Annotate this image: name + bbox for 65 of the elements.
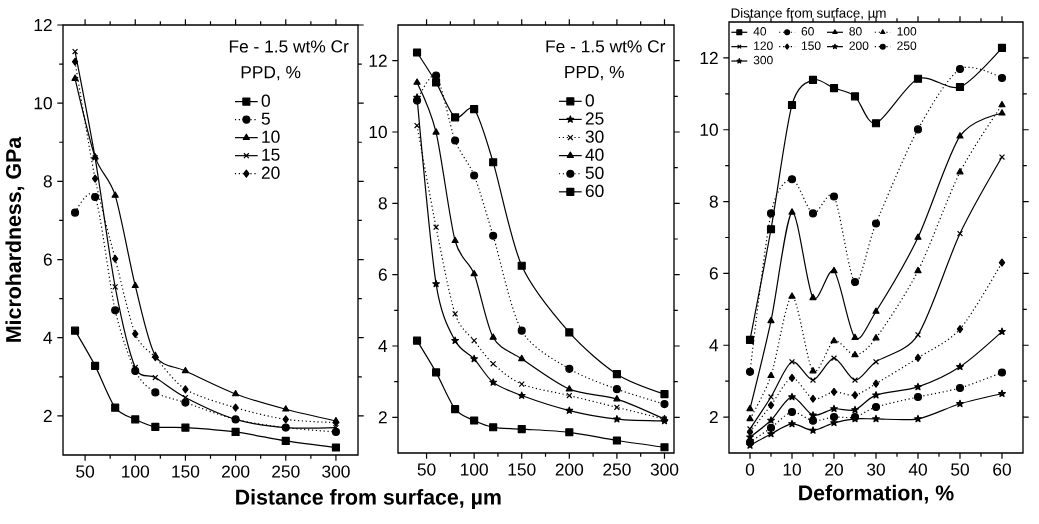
x-tick-label: 40 <box>908 463 927 476</box>
y-tick-label: 8 <box>709 195 718 208</box>
x-tick-label: 300 <box>650 463 679 476</box>
legend-label: 40 <box>585 148 604 161</box>
x-tick-label: 50 <box>417 463 436 476</box>
y-tick-label: 4 <box>378 340 388 352</box>
y-tick-label: 8 <box>43 175 52 188</box>
legend-label: 60 <box>585 184 604 198</box>
legend-label: 120 <box>754 41 773 50</box>
x-tick-label: 50 <box>951 463 969 476</box>
y-tick-label: 10 <box>34 97 52 110</box>
legend-label: 20 <box>261 166 280 179</box>
y-tick-label: 10 <box>369 125 387 139</box>
legend-label: 40 <box>753 27 767 36</box>
y-tick-label: 6 <box>43 253 52 266</box>
x-axis-title: Distance from surface, µm <box>236 489 501 509</box>
x-axis-title: Deformation, % <box>799 484 954 504</box>
y-tick-label: 4 <box>709 339 719 352</box>
x-tick-label: 50 <box>76 465 95 478</box>
legend-title: PPD, % <box>565 65 624 81</box>
legend-label: 60 <box>801 27 814 36</box>
y-tick-label: 8 <box>378 197 387 210</box>
legend-title: PPD, % <box>241 66 301 81</box>
x-tick-label: 20 <box>825 463 843 476</box>
y-tick-label: 2 <box>43 409 52 422</box>
legend-label: 25 <box>585 112 604 125</box>
y-tick-label: 12 <box>34 18 52 32</box>
legend-label: 50 <box>585 166 604 179</box>
legend-label: 30 <box>585 130 604 143</box>
legend-label: 5 <box>261 112 270 125</box>
legend-label: 10 <box>262 130 280 143</box>
annotation: Fe - 1.5 wt% Cr <box>229 40 349 53</box>
x-tick-label: 200 <box>555 463 584 476</box>
legend-title: Distance from surface, µm <box>731 7 886 21</box>
x-tick-label: 200 <box>222 465 250 478</box>
y-tick-label: 12 <box>369 54 387 67</box>
x-tick-label: 0 <box>745 463 755 476</box>
legend-label: 100 <box>897 27 917 36</box>
x-tick-label: 30 <box>867 463 885 476</box>
y-axis-title: Microhardness, GPa <box>5 136 25 342</box>
legend-label: 15 <box>262 148 280 161</box>
y-tick-label: 4 <box>43 331 53 344</box>
y-tick-label: 2 <box>709 411 718 424</box>
y-tick-label: 6 <box>709 267 718 280</box>
y-tick-label: 12 <box>700 51 718 64</box>
legend-label: 150 <box>801 41 821 50</box>
x-tick-label: 300 <box>322 465 350 478</box>
legend-label: 200 <box>849 41 869 50</box>
x-tick-label: 150 <box>172 465 200 478</box>
legend-label: 0 <box>261 94 270 107</box>
x-tick-label: 100 <box>122 465 150 478</box>
legend-label: 250 <box>897 41 917 50</box>
x-tick-label: 60 <box>993 463 1011 476</box>
legend-label: 300 <box>753 55 773 65</box>
x-tick-label: 150 <box>508 463 536 476</box>
legend-label: 80 <box>849 27 862 36</box>
y-tick-label: 6 <box>378 268 387 281</box>
y-tick-label: 10 <box>700 123 718 136</box>
legend-label: 0 <box>585 94 594 107</box>
x-tick-label: 250 <box>603 463 631 476</box>
annotation: Fe - 1.5 wt% Cr <box>546 40 666 53</box>
x-tick-label: 100 <box>461 463 488 476</box>
y-tick-label: 2 <box>378 411 387 424</box>
x-tick-label: 250 <box>272 465 300 478</box>
x-tick-label: 10 <box>783 463 801 476</box>
